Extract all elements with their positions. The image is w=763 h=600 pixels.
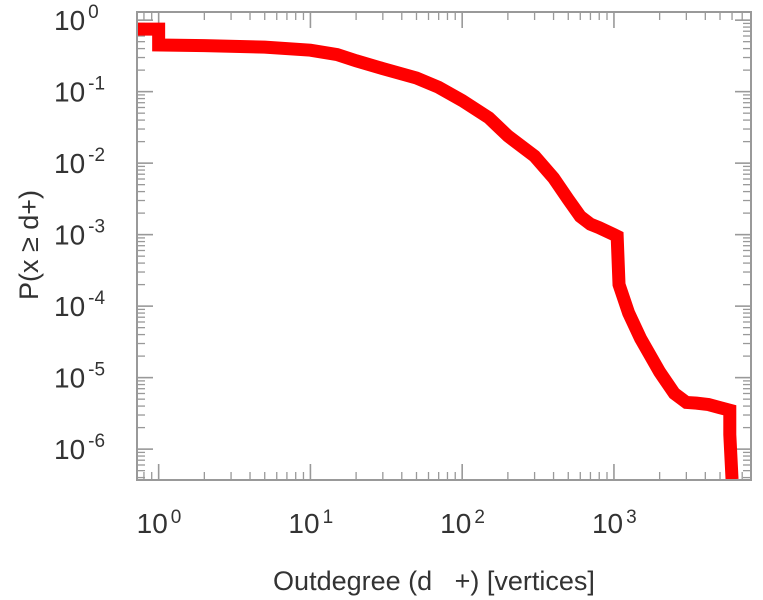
y-axis-title: P(x ≥ d+) [14,190,44,300]
y-tick-label: 10 -5 [54,360,105,394]
x-axis-title: Outdegree (d +) [vertices] [273,566,595,596]
y-tick-label: 10 -6 [54,431,105,465]
y-tick-label: 10 -1 [54,74,105,108]
y-tick-label: 10 0 [54,2,99,36]
x-tick-label: 10 3 [592,507,637,539]
y-tick-label: 10 -3 [54,217,105,251]
plot-frame [136,11,752,481]
x-tick-labels: 10 0 10 1 10 2 10 3 [137,507,637,539]
x-tick-label: 10 0 [137,507,182,539]
minor-ticks [137,12,752,480]
major-ticks [137,12,751,480]
x-tick-label: 10 2 [440,507,485,539]
series-line [137,22,739,480]
y-tick-label: 10 -4 [54,288,105,322]
y-tick-label: 10 -2 [54,145,105,179]
x-tick-label: 10 1 [288,507,333,539]
